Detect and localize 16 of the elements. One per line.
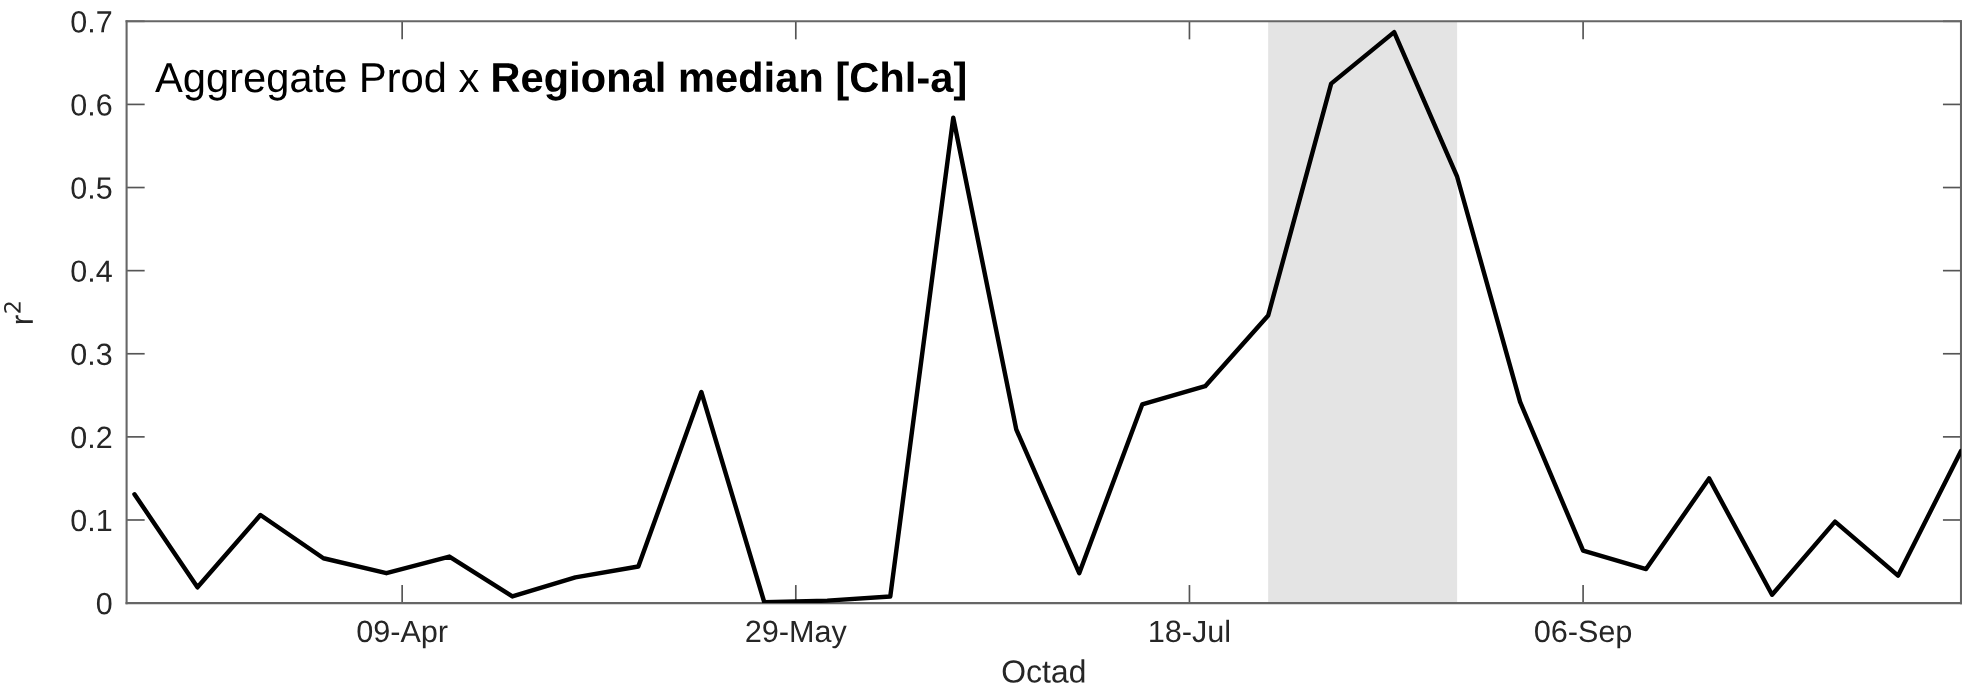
x-tick-label: 18-Jul: [1150, 619, 1230, 643]
annotation: Aggregate Prod x: [155, 61, 479, 101]
y-tick-label: 0.2: [71, 426, 112, 449]
y-tick-label: 0: [96, 592, 112, 615]
annotation: Regional median [Chl-a]: [493, 61, 965, 101]
x-axis-title: Octad: [1002, 659, 1085, 683]
x-tick-label: 09-Apr: [357, 620, 448, 649]
y-tick-label: 0.1: [71, 509, 112, 532]
y-tick-label: 0.7: [71, 11, 112, 33]
y-tick-label: 0.6: [71, 94, 112, 116]
y-axis-title: r$^{2}$: [3, 302, 33, 324]
y-tick-label: 0.4: [71, 260, 112, 283]
y-tick-label: 0.3: [71, 343, 112, 366]
x-tick-label: 06-Sep: [1535, 620, 1632, 649]
y-tick-label: 0.5: [71, 177, 112, 199]
x-tick-label: 29-May: [746, 620, 847, 649]
